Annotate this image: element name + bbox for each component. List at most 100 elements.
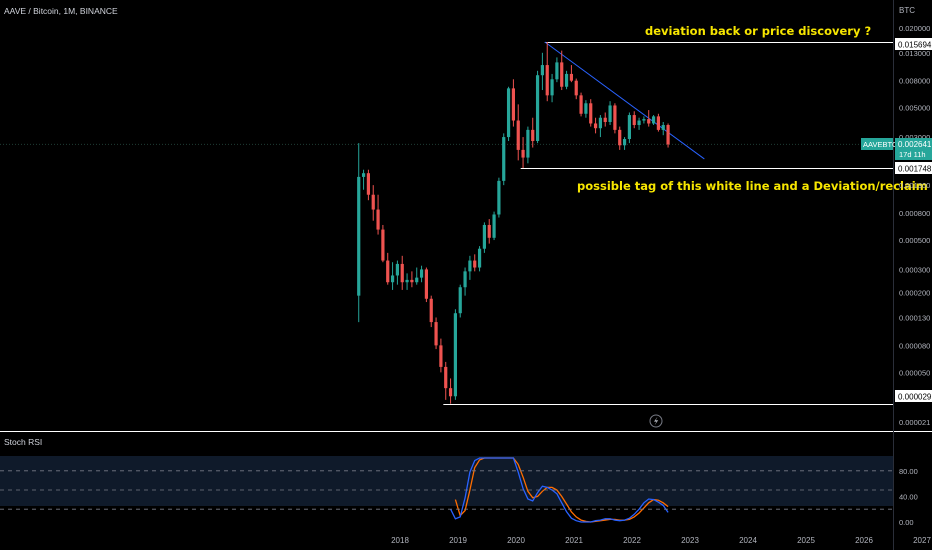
candle (497, 177, 501, 218)
candle-body (589, 103, 593, 124)
symbol-label: AAVEBTC (861, 138, 898, 150)
price-tick-label: 0.000500 (899, 236, 930, 245)
candle (453, 309, 457, 400)
price-tick-label: 0.008000 (899, 77, 930, 86)
time-tick-label: 2019 (449, 536, 467, 545)
candle-body (593, 123, 598, 129)
candle-body (661, 125, 665, 130)
svg-text:AAVEBTC: AAVEBTC (863, 140, 898, 149)
candle (516, 104, 520, 161)
candle-body (371, 194, 375, 210)
candle-body (415, 277, 419, 283)
candle-body (564, 73, 569, 87)
candle (492, 211, 496, 241)
svg-text:0.002641: 0.002641 (898, 140, 932, 149)
time-tick-label: 2024 (739, 536, 757, 545)
candle (642, 116, 646, 124)
svg-text:17d 11h: 17d 11h (899, 150, 926, 159)
candle (622, 137, 627, 150)
candle (555, 57, 559, 83)
candle-body (497, 180, 501, 215)
candle (482, 222, 486, 253)
candle-body (400, 263, 404, 283)
candle (574, 78, 578, 100)
candle (415, 267, 419, 285)
stoch-rsi-lines (450, 457, 669, 523)
candle-body (439, 345, 443, 367)
candle (395, 260, 399, 285)
candle-body (386, 260, 390, 283)
candle-body (656, 116, 660, 130)
candle-body (560, 62, 564, 87)
candle-body (584, 103, 588, 114)
low-price-label: 0.000029 (895, 390, 932, 402)
time-tick-label: 2021 (565, 536, 583, 545)
currency-label: BTC (899, 6, 915, 15)
candle-body (405, 279, 409, 283)
price-axis[interactable]: 0.020000 0.013000 0.008000 0.005000 0.003000… (899, 24, 930, 427)
candle (589, 99, 593, 127)
candle-body (622, 139, 627, 146)
candle (608, 101, 612, 126)
candle-body (574, 80, 578, 96)
candle-body (376, 209, 380, 230)
candle (603, 112, 607, 127)
annotation-bottom-note[interactable]: possible tag of this white line and a De… (577, 179, 928, 193)
candle (511, 79, 515, 127)
candle-body (381, 229, 385, 261)
candle-body (531, 129, 535, 142)
candle (613, 103, 617, 134)
price-tick-label: 0.005000 (899, 104, 930, 113)
trendlines (544, 41, 705, 160)
candle (458, 284, 462, 318)
candle-body (487, 224, 491, 238)
candle-body (390, 275, 395, 283)
time-axis[interactable]: 2018 2019 2020 2021 2022 2023 2024 2025 2026 2027 (391, 536, 931, 545)
candle-body (550, 79, 554, 96)
candle-body (608, 105, 612, 122)
candle (381, 224, 385, 263)
indicator-title[interactable]: Stoch RSI (4, 437, 42, 447)
candle (361, 169, 366, 190)
indicator-tick-label: 80.00 (899, 467, 918, 476)
price-tick-label: 0.000300 (899, 265, 930, 274)
annotation-top-note[interactable]: deviation back or price discovery ? (645, 24, 871, 38)
candle-body (492, 214, 496, 238)
price-tick-label: 0.013000 (899, 49, 930, 58)
candle-body (410, 279, 414, 283)
price-tick-label: 0.000021 (899, 418, 930, 427)
candle-body (357, 176, 361, 296)
candle (502, 133, 506, 186)
candle-body (463, 271, 467, 288)
price-tick-label: 0.003000 (899, 133, 930, 142)
candle (473, 254, 477, 272)
candle (661, 121, 665, 136)
candle (410, 271, 414, 288)
candle-body (627, 115, 631, 140)
svg-text:0.015694: 0.015694 (898, 41, 932, 50)
candle-body (434, 322, 438, 346)
descending-resistance[interactable] (544, 41, 705, 160)
candle-body (651, 116, 656, 124)
candle (560, 50, 564, 91)
candle (627, 112, 631, 144)
candle (564, 70, 569, 90)
candle-body (361, 173, 366, 177)
stoch-rsi-band (0, 456, 893, 506)
candle-body (642, 119, 646, 121)
chart-title: AAVE / Bitcoin, 1M, BINANCE (4, 6, 118, 16)
candle-body (468, 260, 472, 272)
candle-body (535, 75, 540, 142)
price-tick-label: 0.001300 (899, 181, 930, 190)
candle (632, 111, 636, 129)
price-tick-label: 0.000200 (899, 289, 930, 298)
candle (535, 70, 540, 144)
candle (593, 117, 598, 134)
candle-body (521, 149, 525, 158)
candle (477, 246, 482, 272)
candle (647, 110, 651, 127)
candle (434, 317, 438, 350)
lightning-icon[interactable] (649, 414, 663, 428)
price-tick-label: 0.000080 (899, 341, 930, 350)
